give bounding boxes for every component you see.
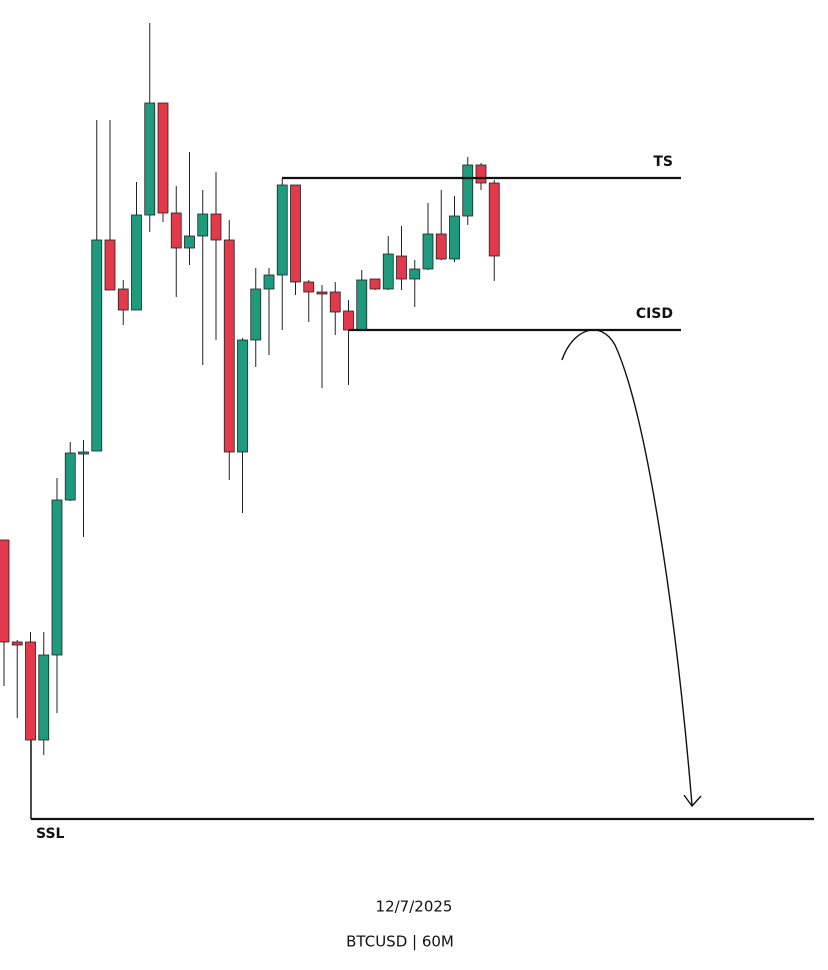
candle-body [117,288,129,311]
candle-body [303,281,315,293]
candle-body [356,279,368,331]
candle-body [462,164,474,217]
candle-body [382,253,394,290]
candle-body [475,164,487,184]
candle-body [223,239,235,453]
projection-curve [561,329,693,806]
candle-body [488,182,500,257]
candle-body [11,641,23,646]
candle-body [449,215,460,260]
candle-body [329,291,341,313]
candle-body [0,539,10,643]
candle-body [396,255,407,280]
candle-body [157,102,169,214]
candle-body [144,102,156,216]
candle-body [170,212,182,249]
candle-body [197,213,209,237]
candle-body [343,310,354,331]
candle-body [369,278,381,290]
candle-body [25,641,36,741]
candle-body [237,339,248,453]
chart-symbol: BTCUSD | 60M [346,933,454,951]
level-label: CISD [636,306,673,322]
candle-body [38,654,50,741]
candle-body [104,239,116,291]
candle-body [422,233,434,270]
candle-body [276,184,288,276]
candle-body [250,288,262,341]
candle-body [78,451,89,455]
candle-body [131,214,142,311]
candle-body [210,213,222,241]
candle-body [91,239,103,452]
candle-body [64,452,76,501]
candle-body [435,233,447,260]
chart-date: 12/7/2025 [376,898,453,916]
candle-body [409,268,421,280]
level-label: SSL [36,826,65,842]
candle-body [263,274,275,290]
candle-body [51,499,63,656]
level-label: TS [653,154,673,170]
projection-arrowhead [683,794,702,808]
candle-body [316,291,328,295]
candle-body [184,235,195,249]
candle-body [290,184,301,283]
